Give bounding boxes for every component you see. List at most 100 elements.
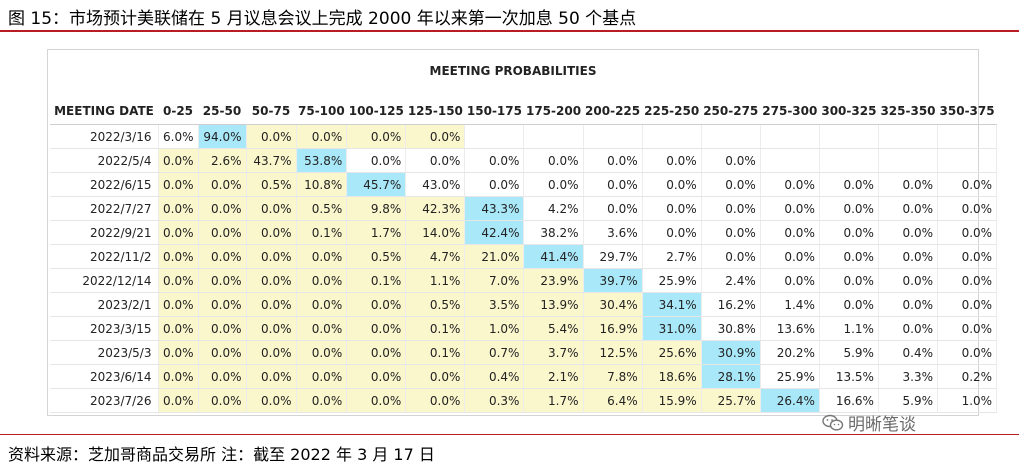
probability-cell: 53.8% (296, 148, 348, 173)
probability-cell: 42.4% (464, 220, 525, 245)
probability-cell: 45.7% (346, 172, 407, 197)
probability-cell: 0.0% (405, 364, 466, 389)
probability-cell: 0.0% (642, 220, 702, 245)
probability-cell: 0.0% (158, 244, 199, 269)
probability-cell: 28.1% (701, 364, 761, 389)
probability-cell: 0.0% (198, 316, 247, 341)
probability-cell (819, 124, 879, 149)
probability-cell: 0.0% (198, 244, 247, 269)
probability-cell: 0.0% (158, 172, 199, 197)
meeting-date-cell: 2023/5/3 (50, 340, 159, 365)
figure-title: 图 15：市场预计美联储在 5 月议息会议上完成 2000 年以来第一次加息 5… (8, 9, 637, 29)
table-row: 2023/3/15 0.0% 0.0% 0.0% 0.0% 0.0% 0.1% 1.0% 5.4… (50, 316, 998, 341)
probability-cell: 0.0% (701, 172, 761, 197)
probability-cell: 21.0% (464, 244, 525, 269)
probability-cell: 0.0% (878, 220, 939, 245)
probability-cell: 0.0% (701, 148, 761, 173)
probability-cell: 0.0% (937, 292, 998, 317)
probability-cell: 0.0% (296, 388, 348, 413)
probability-cell: 0.0% (246, 220, 297, 245)
meeting-date-cell: 2022/9/21 (50, 220, 159, 245)
probability-cell: 0.0% (296, 124, 348, 149)
probability-cell: 0.0% (246, 124, 297, 149)
probability-cell: 0.0% (878, 316, 939, 341)
probability-cell: 0.0% (346, 388, 407, 413)
probability-cell: 6.4% (583, 388, 643, 413)
probability-cell: 7.0% (464, 268, 525, 293)
header-row: MEETING DATE 0-25 25-50 50-75 75-100 100-125… (50, 98, 997, 125)
rate-range-header: 250-275 (701, 98, 761, 125)
probability-cell: 0.0% (246, 292, 297, 317)
probability-cell: 16.6% (819, 388, 879, 413)
probability-cell: 25.6% (642, 340, 702, 365)
meeting-date-cell: 2022/5/4 (50, 148, 159, 173)
probability-cell: 0.0% (158, 220, 199, 245)
probability-cell: 42.3% (405, 196, 466, 221)
probability-cell (760, 124, 820, 149)
meeting-date-cell: 2023/3/15 (50, 316, 159, 341)
probability-cell: 1.7% (523, 388, 584, 413)
probability-cell: 2.1% (523, 364, 584, 389)
probability-cell: 0.0% (246, 244, 297, 269)
probability-cell: 0.0% (158, 364, 199, 389)
probability-cell: 0.4% (464, 364, 525, 389)
probability-cell: 0.0% (937, 244, 998, 269)
probability-cell: 3.3% (878, 364, 939, 389)
probability-cell: 43.7% (246, 148, 297, 173)
probability-cell: 0.0% (878, 268, 939, 293)
probability-cell: 0.3% (464, 388, 525, 413)
probability-cell: 0.0% (158, 292, 199, 317)
probability-cell: 0.0% (937, 196, 998, 221)
probability-cell: 0.0% (405, 124, 466, 149)
table-row: 2022/6/15 0.0% 0.0% 0.5% 10.8% 45.7% 43.0% 0.0%… (50, 172, 998, 197)
rate-range-header: 25-50 (198, 98, 246, 125)
table-row: 2022/9/21 0.0% 0.0% 0.0% 0.1% 1.7% 14.0% 42.4% 3… (50, 220, 998, 245)
probability-cell: 0.0% (346, 148, 407, 173)
probability-cell (464, 124, 525, 149)
probability-cell: 0.0% (701, 244, 761, 269)
probability-cell: 1.1% (405, 268, 466, 293)
probability-cell: 0.0% (198, 292, 247, 317)
probability-cell: 0.4% (878, 340, 939, 365)
probability-cell: 0.0% (701, 196, 761, 221)
probability-cell: 1.0% (464, 316, 525, 341)
probability-cell: 0.0% (819, 244, 879, 269)
probability-cell: 0.5% (246, 172, 297, 197)
probability-cell: 10.8% (296, 172, 348, 197)
probability-cell: 30.8% (701, 316, 761, 341)
probability-cell (878, 148, 939, 173)
table-row: 2023/7/26 0.0% 0.0% 0.0% 0.0% 0.0% 0.0% 0.3% 1.7… (50, 388, 998, 413)
probability-cell: 2.6% (198, 148, 247, 173)
rate-range-header: 350-375 (937, 98, 997, 125)
meeting-date-cell: 2022/11/2 (50, 244, 159, 269)
probability-cell: 0.0% (296, 316, 348, 341)
probability-cell: 0.0% (346, 364, 407, 389)
probability-cell: 0.0% (701, 220, 761, 245)
probability-cell: 0.1% (346, 268, 407, 293)
meeting-date-cell: 2022/6/15 (50, 172, 159, 197)
probability-cell: 0.0% (346, 340, 407, 365)
rate-range-header: 325-350 (878, 98, 938, 125)
rate-range-header: 175-200 (523, 98, 584, 125)
rate-range-header: 125-150 (405, 98, 465, 125)
probability-cell: 0.0% (158, 388, 199, 413)
probability-cell: 0.0% (937, 268, 998, 293)
probability-cell: 0.0% (583, 148, 643, 173)
probability-cell: 38.2% (523, 220, 584, 245)
probability-cell: 0.5% (296, 196, 348, 221)
probability-cell (878, 124, 939, 149)
probability-cell: 18.6% (642, 364, 702, 389)
probability-cell: 16.9% (583, 316, 643, 341)
probability-cell: 0.0% (760, 244, 820, 269)
probability-cell: 0.0% (198, 220, 247, 245)
probability-cell: 0.0% (937, 172, 998, 197)
probability-cell: 0.0% (583, 172, 643, 197)
probability-cell: 26.4% (760, 388, 820, 413)
probability-cell: 13.6% (760, 316, 820, 341)
probability-cell: 1.4% (760, 292, 820, 317)
probability-cell: 0.0% (246, 364, 297, 389)
probability-cell: 94.0% (198, 124, 247, 149)
probability-cell: 0.0% (246, 316, 297, 341)
probability-cell: 0.0% (198, 196, 247, 221)
probability-cell: 0.0% (246, 388, 297, 413)
